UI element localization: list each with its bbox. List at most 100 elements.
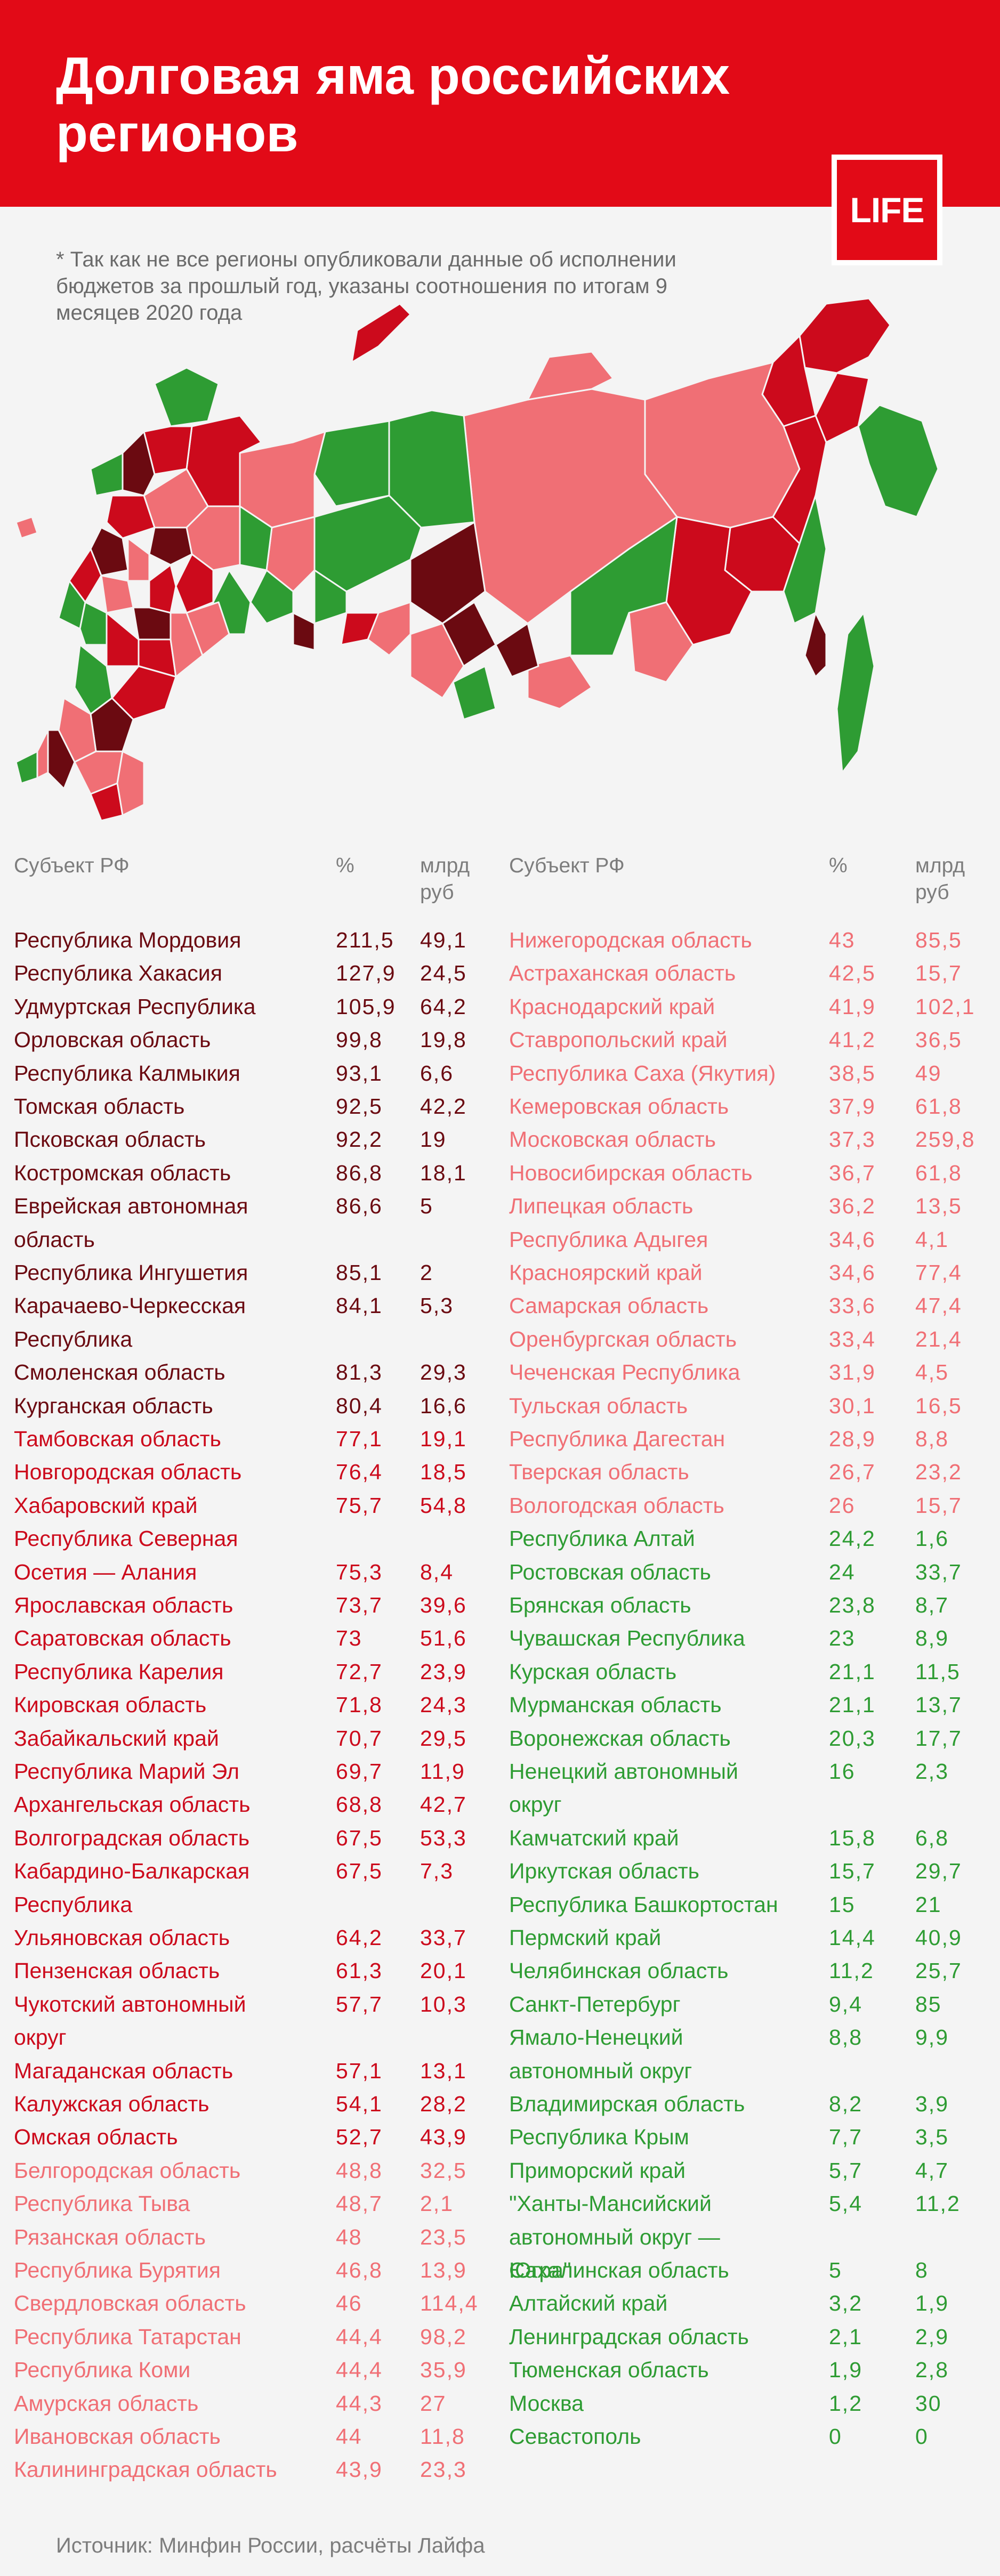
region-name: Хабаровский край [14, 1493, 198, 1518]
percent-value: 92,5 [336, 1094, 383, 1119]
map-region [313, 420, 390, 507]
map-region [409, 521, 486, 625]
region-name: Приморский край [509, 2158, 686, 2183]
map-region [106, 612, 140, 667]
region-name: Свердловская область [14, 2291, 246, 2316]
percent-value: 23 [829, 1626, 856, 1651]
region-name: Республика Мордовия [14, 928, 241, 952]
percent-value: 80,4 [336, 1393, 383, 1418]
billion-value: 15,7 [915, 961, 962, 986]
region-name: Удмуртская Республика [14, 994, 256, 1019]
billion-value: 13,9 [420, 2258, 467, 2282]
billion-value: 5,3 [420, 1293, 454, 1318]
billion-value: 23,9 [420, 1659, 467, 1684]
region-name: Еврейская автономная область [14, 1194, 248, 1252]
region-name: Кировская область [14, 1692, 207, 1718]
percent-value: 15,7 [829, 1859, 876, 1884]
region-name: Тюменская область [509, 2358, 709, 2383]
percent-value: 37,9 [829, 1094, 876, 1119]
percent-value: 8,2 [829, 2092, 862, 2116]
percent-value: 73 [336, 1626, 362, 1651]
region-name: Курская область [509, 1659, 677, 1684]
percent-value: 67,5 [336, 1859, 383, 1884]
billion-value: 3,9 [915, 2092, 949, 2116]
header-percent: % [829, 854, 848, 877]
region-name: "Ханты-Мансийский автономный округ — Югр… [509, 2191, 720, 2282]
region-name: Ямало-Ненецкий автономный округ [509, 2025, 692, 2083]
percent-value: 86,6 [336, 1194, 383, 1219]
percent-value: 21,1 [829, 1692, 876, 1718]
percent-value: 5 [829, 2258, 842, 2282]
region-name: Севастополь [509, 2424, 641, 2449]
region-name: Республика Марий Эл [14, 1759, 239, 1784]
region-name: Новосибирская область [509, 1160, 753, 1185]
map-region [16, 516, 38, 539]
billion-value: 4,1 [915, 1227, 949, 1252]
map-region [148, 526, 193, 566]
header-subject: Субъект РФ [14, 854, 130, 877]
billion-value: 15,7 [915, 1493, 962, 1518]
billion-value: 8 [915, 2258, 929, 2282]
percent-value: 211,5 [336, 928, 394, 952]
billion-value: 77,4 [915, 1260, 962, 1285]
region-name: Чукотский автономный округ [14, 1991, 246, 2050]
source-credit: Источник: Минфин России, расчёты Лайфа [56, 2534, 485, 2557]
region-name: Саратовская область [14, 1626, 231, 1651]
percent-value: 46 [336, 2291, 362, 2316]
percent-value: 21,1 [829, 1659, 876, 1684]
billion-value: 29,3 [420, 1360, 467, 1385]
region-name: Республика Башкортостан [509, 1892, 778, 1917]
billion-value: 19,1 [420, 1427, 467, 1451]
billion-value: 21 [915, 1892, 942, 1917]
billion-value: 7,3 [420, 1859, 454, 1884]
percent-value: 44,4 [336, 2324, 383, 2349]
billion-value: 8,9 [915, 1626, 949, 1651]
percent-value: 30,1 [829, 1393, 876, 1418]
billion-value: 42,7 [420, 1792, 467, 1817]
percent-value: 75,3 [336, 1559, 383, 1584]
region-name: Ставропольский край [509, 1027, 728, 1052]
percent-value: 34,6 [829, 1260, 876, 1285]
map-region [100, 574, 134, 614]
percent-value: 0 [829, 2424, 842, 2449]
region-name: Республика Калмыкия [14, 1060, 240, 1086]
percent-value: 44 [336, 2424, 362, 2449]
percent-value: 44,4 [336, 2358, 383, 2383]
billion-value: 5 [420, 1194, 433, 1219]
percent-value: 84,1 [336, 1293, 383, 1318]
map-region [340, 612, 380, 646]
percent-value: 8,8 [829, 2025, 862, 2050]
region-name: Челябинская область [509, 1958, 729, 1983]
percent-value: 57,1 [336, 2058, 383, 2083]
map-region [148, 564, 177, 614]
region-name: Республика Адыгея [509, 1227, 708, 1252]
percent-value: 75,7 [336, 1493, 383, 1518]
region-name: Тамбовская область [14, 1427, 221, 1451]
region-name: Республика Саха (Якутия) [509, 1060, 776, 1086]
billion-value: 25,7 [915, 1958, 962, 1983]
billion-value: 47,4 [915, 1293, 962, 1318]
region-name: Республика Алтай [509, 1526, 695, 1551]
percent-value: 127,9 [336, 961, 396, 986]
life-logo: LIFE [832, 155, 942, 265]
percent-value: 85,1 [336, 1260, 383, 1285]
region-name: Алтайский край [509, 2291, 668, 2316]
region-name: Сахалинская область [509, 2258, 729, 2282]
page-title: Долговая яма российских регионов [56, 46, 730, 163]
map-region [79, 601, 108, 646]
region-name: Чеченская Республика [509, 1360, 740, 1385]
billion-value: 53,3 [420, 1825, 467, 1850]
map-region [292, 612, 316, 651]
region-name: Республика Хакасия [14, 961, 222, 986]
region-name: Ярославская область [14, 1593, 233, 1617]
percent-value: 34,6 [829, 1227, 876, 1252]
region-name: Вологодская область [509, 1493, 724, 1518]
billion-value: 33,7 [420, 1925, 467, 1950]
region-name: Ивановская область [14, 2424, 221, 2449]
region-name: Камчатский край [509, 1825, 679, 1850]
billion-value: 8,4 [420, 1559, 454, 1584]
percent-value: 33,4 [829, 1326, 876, 1351]
region-name: Воронежская область [509, 1726, 731, 1751]
billion-value: 35,9 [420, 2358, 467, 2383]
map-region [857, 404, 939, 518]
